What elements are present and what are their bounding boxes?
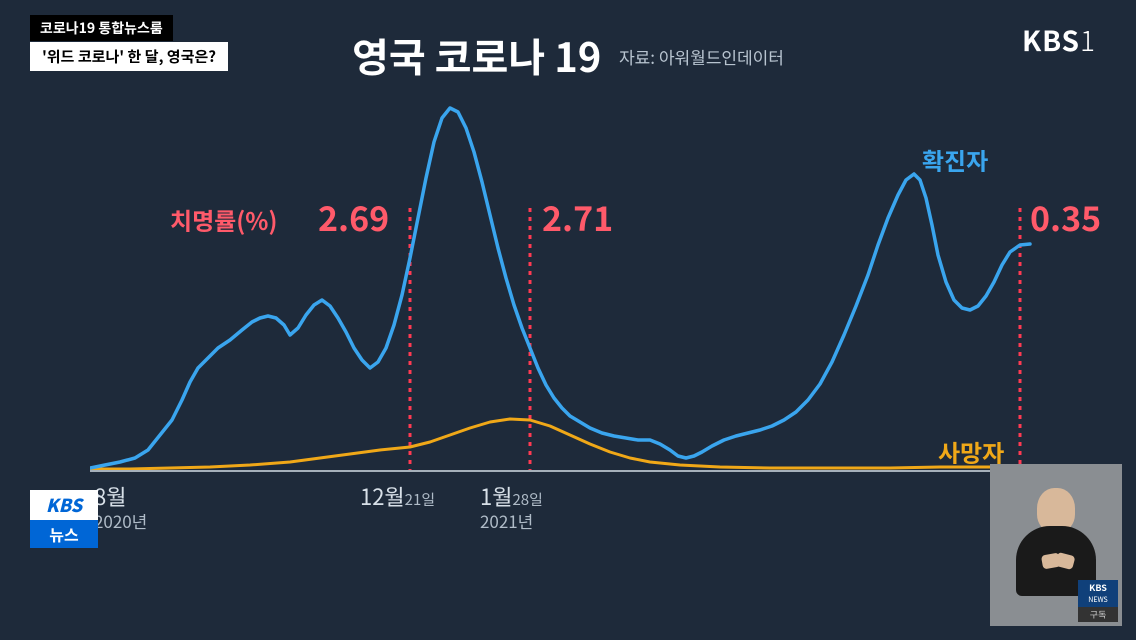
chart-title-block: 영국 코로나 19 자료: 아워월드인데이터 [352, 26, 784, 84]
x-axis-line [90, 470, 1040, 472]
news-logo-bottom: 뉴스 [30, 520, 98, 548]
axis-year-3: 2021년 [480, 508, 533, 533]
sign-language-inset: KBS NEWS 구독 [990, 464, 1122, 626]
subscribe-badge: KBS NEWS 구독 [1078, 580, 1118, 622]
fatality-label: 치명률(%) [170, 202, 278, 237]
news-banner: 코로나19 통합뉴스룸 '위드 코로나' 한 달, 영국은? [30, 14, 228, 71]
chart-svg [90, 100, 1040, 500]
banner-headline: '위드 코로나' 한 달, 영국은? [30, 42, 228, 71]
sub-badge-mid: NEWS [1078, 595, 1118, 607]
banner-program: 코로나19 통합뉴스룸 [30, 15, 173, 41]
fatality-value-1: 2.69 [318, 192, 389, 241]
news-logo-badge: KBS 뉴스 [30, 490, 98, 548]
sub-badge-bot: 구독 [1078, 607, 1118, 622]
chart-source: 자료: 아워월드인데이터 [619, 44, 784, 69]
series-label-cases: 확진자 [922, 142, 988, 177]
fatality-value-3: 0.35 [1030, 192, 1101, 241]
fatality-value-2: 2.71 [542, 192, 613, 241]
sub-badge-top: KBS [1078, 580, 1118, 595]
axis-year-1: 2020년 [94, 508, 147, 533]
chart-area: 치명률(%) 2.69 2.71 0.35 확진자 사망자 8월 2020년 1… [90, 100, 1040, 500]
chart-title: 영국 코로나 19 [352, 26, 601, 84]
channel-name: KBS [1022, 20, 1080, 60]
channel-logo: KBS1 [1022, 20, 1096, 60]
news-logo-top: KBS [30, 490, 98, 520]
channel-number: 1 [1080, 20, 1096, 60]
axis-month-2: 12월21일 [360, 480, 435, 512]
